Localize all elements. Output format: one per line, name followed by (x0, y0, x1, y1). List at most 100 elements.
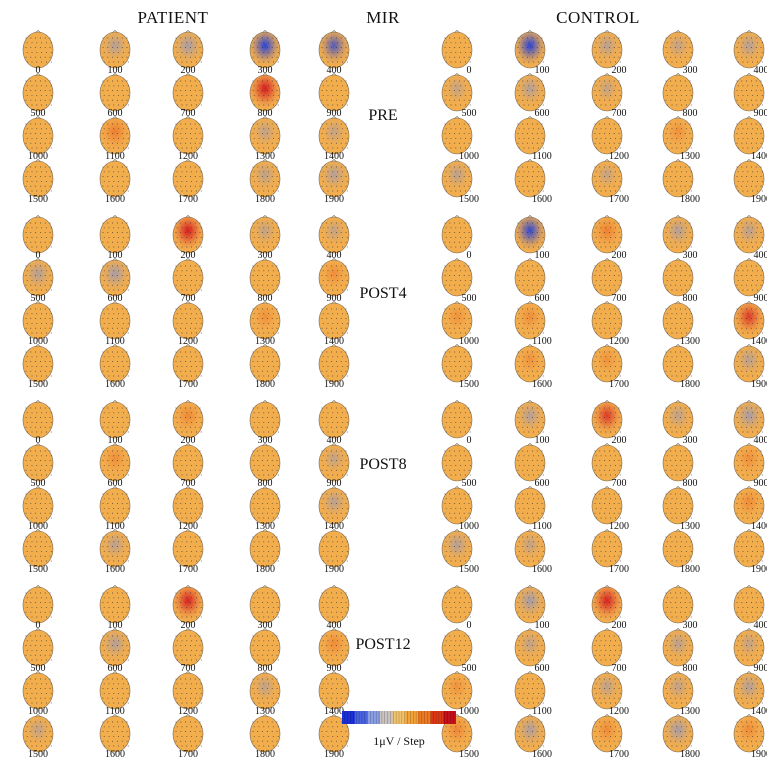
topomap-control-post8-900 (730, 443, 767, 485)
time-label: 300 (682, 250, 698, 261)
topomap-patient-post8-1800 (246, 529, 284, 571)
time-label: 600 (107, 108, 123, 119)
time-label: 600 (534, 663, 550, 674)
topomap-patient-post12-1000 (19, 671, 57, 713)
time-label: 0 (35, 435, 41, 446)
time-label: 1000 (459, 336, 479, 347)
topomap-patient-post12-0 (19, 585, 57, 627)
time-label: 1100 (532, 151, 552, 162)
topomap-patient-post4-600 (96, 258, 134, 300)
time-label: 900 (326, 293, 342, 304)
time-label: 1500 (459, 194, 479, 205)
condition-label-pre: PRE (368, 107, 398, 124)
topomap-control-post12-700 (588, 628, 626, 670)
time-label: 500 (461, 478, 477, 489)
time-label: 400 (326, 435, 342, 446)
topomap-patient-post12-1700 (169, 714, 207, 756)
time-label: 800 (257, 293, 273, 304)
topomap-control-pre-800 (659, 73, 697, 115)
topomap-control-post12-1300 (659, 671, 697, 713)
colorbar-swatch (443, 711, 456, 724)
topomap-patient-post8-1000 (19, 486, 57, 528)
time-label: 400 (326, 620, 342, 631)
time-label: 1500 (28, 749, 48, 760)
time-label: 300 (257, 435, 273, 446)
topomap-control-post8-1700 (588, 529, 626, 571)
topomap-control-post12-100 (511, 585, 549, 627)
time-label: 700 (611, 293, 627, 304)
time-label: 1000 (459, 151, 479, 162)
time-label: 1900 (751, 564, 767, 575)
time-label: 900 (753, 663, 767, 674)
topomap-patient-pre-600 (96, 73, 134, 115)
topomap-patient-post12-600 (96, 628, 134, 670)
topomap-control-post8-500 (438, 443, 476, 485)
time-label: 1300 (680, 336, 700, 347)
topomap-patient-pre-1500 (19, 159, 57, 201)
topomap-control-post12-1600 (511, 714, 549, 756)
time-label: 1400 (324, 336, 344, 347)
time-label: 1600 (105, 194, 125, 205)
time-label: 1200 (178, 706, 198, 717)
topomap-patient-post4-400 (315, 215, 353, 257)
time-label: 200 (180, 620, 196, 631)
time-label: 1200 (178, 151, 198, 162)
time-label: 1900 (324, 194, 344, 205)
time-label: 1600 (105, 749, 125, 760)
topomap-patient-pre-700 (169, 73, 207, 115)
topomap-patient-post8-1400 (315, 486, 353, 528)
topomap-patient-post12-1400 (315, 671, 353, 713)
time-label: 1500 (28, 194, 48, 205)
topomap-control-post12-1700 (588, 714, 626, 756)
time-label: 800 (682, 293, 698, 304)
topomap-control-pre-1700 (588, 159, 626, 201)
topomap-control-post8-1000 (438, 486, 476, 528)
time-label: 1700 (609, 379, 629, 390)
time-label: 1200 (609, 521, 629, 532)
topomap-patient-post8-1700 (169, 529, 207, 571)
time-label: 100 (107, 435, 123, 446)
colorbar-swatch (354, 711, 368, 724)
topomap-control-post8-200 (588, 400, 626, 442)
time-label: 1700 (178, 379, 198, 390)
time-label: 1300 (255, 706, 275, 717)
topomap-patient-pre-900 (315, 73, 353, 115)
time-label: 200 (611, 65, 627, 76)
topomap-patient-post4-100 (96, 215, 134, 257)
topomap-patient-post4-1800 (246, 344, 284, 386)
topomap-patient-post8-500 (19, 443, 57, 485)
time-label: 400 (753, 65, 767, 76)
time-label: 1300 (255, 336, 275, 347)
colorbar-swatch (392, 711, 406, 724)
topomap-control-post12-500 (438, 628, 476, 670)
time-label: 1000 (459, 706, 479, 717)
topomap-control-post8-1300 (659, 486, 697, 528)
time-label: 100 (534, 435, 550, 446)
time-label: 1000 (459, 521, 479, 532)
topomap-patient-post12-1500 (19, 714, 57, 756)
time-label: 1300 (255, 151, 275, 162)
topomap-patient-post8-1100 (96, 486, 134, 528)
topomap-patient-post4-800 (246, 258, 284, 300)
topomap-patient-post8-400 (315, 400, 353, 442)
topomap-patient-post12-800 (246, 628, 284, 670)
time-label: 1900 (751, 379, 767, 390)
topomap-patient-post4-300 (246, 215, 284, 257)
time-label: 1300 (680, 151, 700, 162)
topomap-patient-post8-800 (246, 443, 284, 485)
time-label: 0 (466, 620, 472, 631)
time-label: 1500 (459, 564, 479, 575)
topomap-patient-post8-300 (246, 400, 284, 442)
time-label: 1700 (609, 749, 629, 760)
topomap-control-pre-1400 (730, 116, 767, 158)
time-label: 1300 (680, 521, 700, 532)
topomap-control-post4-1100 (511, 301, 549, 343)
time-label: 1400 (751, 336, 767, 347)
topomap-patient-pre-0 (19, 30, 57, 72)
time-label: 200 (611, 435, 627, 446)
topomap-control-post8-800 (659, 443, 697, 485)
time-label: 100 (534, 65, 550, 76)
topomap-control-post4-1200 (588, 301, 626, 343)
topomap-control-pre-500 (438, 73, 476, 115)
time-label: 1500 (28, 564, 48, 575)
